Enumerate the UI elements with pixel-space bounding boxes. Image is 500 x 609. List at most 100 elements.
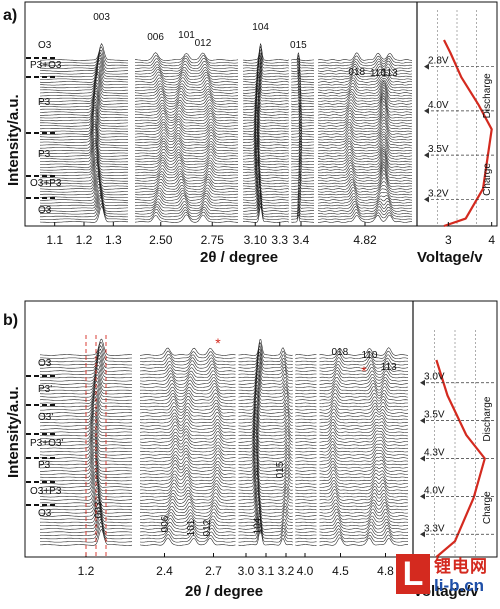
xrd-pattern-trace [317,527,408,536]
xrd-pattern-trace [40,62,129,80]
xrd-pattern-trace [40,177,129,196]
xrd-pattern-trace [134,85,239,94]
xrd-pattern-trace [292,521,319,524]
xrd-pattern-trace [317,379,409,388]
xrd-pattern-trace [134,190,239,198]
xrd-pattern-trace [135,131,239,141]
xrd-pattern-trace [140,370,239,379]
peak-label: 110 [361,350,377,361]
xrd-pattern-trace [140,450,239,459]
xrd-pattern-trace [39,506,133,524]
xrd-pattern-trace [140,360,239,369]
peak-label: 101 [186,519,197,536]
xrd-pattern-trace [287,168,315,176]
xrd-pattern-trace [39,458,132,475]
xrd-pattern-trace [242,73,293,91]
xrd-pattern-trace [134,69,239,78]
xrd-pattern-trace [40,344,133,363]
xrd-pattern-trace [287,165,314,174]
xrd-pattern-trace [288,77,315,86]
xrd-pattern-trace [292,541,318,543]
xrd-pattern-trace [243,205,292,223]
voltage-marker-label: 2.8V [428,56,449,67]
watermark-en: li-b.cn [434,576,485,595]
voltage-curve [435,359,486,558]
voltage-tick-label: 3 [445,233,452,247]
voltage-tick-label: 4 [488,233,495,247]
xrd-pattern-trace [235,371,297,388]
xrd-pattern-trace [40,142,128,160]
xrd-pattern-trace [288,93,314,102]
voltage-marker-arrowhead [420,493,425,500]
xrd-pattern-trace [288,175,314,185]
xrd-pattern-trace [139,476,239,485]
xrd-pattern-trace [236,450,296,469]
xrd-pattern-trace [288,79,315,89]
xrd-pattern-trace [317,440,409,449]
xrd-pattern-trace [292,508,318,511]
voltage-marker-arrowhead [420,379,425,386]
xrd-pattern-trace [40,512,132,530]
xrd-pattern-trace [39,470,132,488]
xrd-pattern-trace [317,421,409,430]
xrd-pattern-trace [134,137,239,146]
xrd-pattern-trace [235,457,297,475]
xrd-pattern-trace [134,115,239,124]
xrd-pattern-trace [139,456,239,466]
xrd-pattern-trace [287,71,314,80]
xrd-pattern-trace [139,534,239,543]
xrd-pattern-trace [40,352,133,369]
phase-label: O3 [38,358,52,369]
xrd-pattern-trace [134,195,238,204]
xrd-pattern-trace [139,434,238,443]
xrd-pattern-trace [317,395,408,404]
xrd-pattern-trace [39,374,133,392]
process-label: Charge [482,491,493,524]
phase-label: P3 [38,149,51,160]
xrd-pattern-trace [40,140,129,157]
xrd-pattern-trace [243,106,292,124]
xrd-pattern-trace [40,79,129,97]
xrd-pattern-trace [242,103,293,122]
xrd-pattern-trace [135,79,239,89]
xrd-pattern-trace [317,200,413,209]
xrd-pattern-trace [243,54,292,72]
xrd-pattern-trace [317,418,409,427]
xrd-pattern-trace [40,387,133,404]
xrd-pattern-trace [317,469,409,478]
xrd-pattern-trace [291,412,318,414]
x-tick-label: 3.0 [238,564,255,578]
xrd-pattern-trace [236,409,296,427]
xrd-pattern-trace [135,63,239,72]
xrd-pattern-trace [292,428,318,430]
xrd-pattern-trace [291,512,319,514]
xrd-pattern-trace [40,106,128,124]
xrd-pattern-trace [317,161,413,176]
xrd-pattern-trace [242,121,293,138]
xrd-pattern-trace [39,137,128,154]
x-tick-label: 2.4 [156,564,173,578]
xrd-pattern-trace [139,463,239,472]
xrd-pattern-trace [39,189,129,207]
xrd-pattern-trace [242,131,292,149]
peak-label: 015 [275,461,286,478]
xrd-pattern-trace [317,430,409,440]
xrd-pattern-trace [40,167,128,185]
xrd-pattern-trace [288,145,314,154]
xrd-pattern-trace [243,144,292,163]
x-tick-label: 3.4 [293,233,310,247]
xrd-pattern-trace [40,164,128,182]
xrd-pattern-trace [40,399,132,417]
xrd-pattern-trace [288,156,315,165]
xrd-pattern-trace [40,183,129,201]
xrd-pattern-trace [317,122,413,135]
xrd-pattern-trace [292,531,318,533]
xrd-pattern-trace [317,55,413,64]
xrd-pattern-trace [39,65,128,83]
xrd-pattern-trace [235,418,297,437]
xrd-pattern-trace [243,202,293,220]
xrd-pattern-trace [139,514,238,524]
voltage-marker-label: 3.2V [428,188,449,199]
xrd-pattern-trace [235,467,297,485]
xrd-pattern-trace [288,63,314,72]
